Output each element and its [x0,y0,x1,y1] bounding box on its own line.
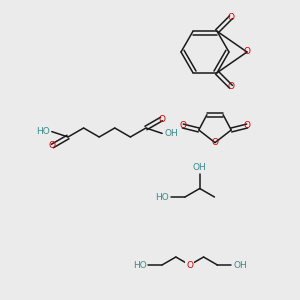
Text: O: O [212,138,218,147]
Text: OH: OH [164,129,178,138]
Text: O: O [227,82,235,91]
Text: O: O [186,260,193,269]
Text: O: O [244,122,251,130]
Text: O: O [179,122,186,130]
Text: O: O [227,13,235,22]
Text: O: O [158,115,165,124]
Text: O: O [244,47,250,56]
Text: OH: OH [233,260,247,269]
Text: HO: HO [155,193,169,202]
Text: HO: HO [133,260,146,269]
Text: HO: HO [36,127,50,136]
Text: O: O [49,142,56,151]
Text: OH: OH [193,163,207,172]
